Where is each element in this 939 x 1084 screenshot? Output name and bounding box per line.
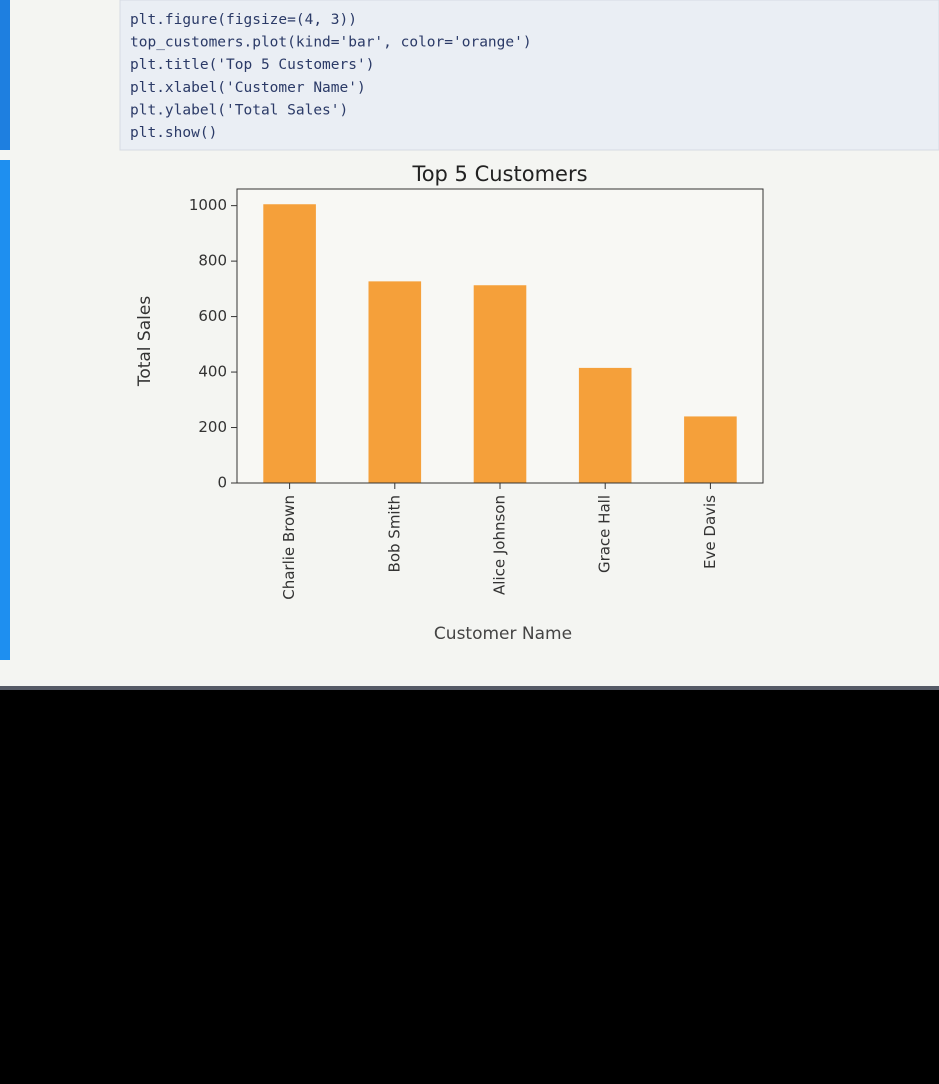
code-line: plt.xlabel('Customer Name') — [130, 80, 366, 96]
y-tick-label: 800 — [198, 252, 227, 270]
code-line: plt.title('Top 5 Customers') — [130, 57, 374, 73]
y-tick-label: 0 — [217, 474, 227, 492]
y-tick-label: 600 — [198, 307, 227, 325]
code-cell[interactable] — [119, 0, 939, 151]
bar — [578, 367, 632, 483]
bar — [368, 281, 422, 483]
cell-marker — [0, 0, 10, 150]
x-tick-label: Eve Davis — [701, 495, 719, 569]
x-tick-label: Bob Smith — [385, 495, 403, 572]
bar — [473, 285, 527, 483]
code-line: top_customers.plot(kind='bar', color='or… — [130, 35, 532, 51]
bar — [263, 204, 316, 484]
y-tick-label: 1000 — [189, 196, 227, 214]
output-marker — [0, 160, 10, 660]
axes-frame — [236, 188, 764, 484]
y-axis-label: Total Sales — [135, 296, 155, 387]
x-tick-label: Grace Hall — [596, 495, 614, 573]
x-tick-label: Charlie Brown — [280, 495, 298, 600]
bar — [684, 416, 737, 483]
x-axis-label: Customer Name — [434, 624, 572, 644]
chart-title: Top 5 Customers — [411, 162, 587, 186]
code-line: plt.figure(figsize=(4, 3)) — [130, 12, 357, 28]
code-line: plt.show() — [130, 125, 217, 141]
x-tick-label: Alice Johnson — [491, 495, 509, 595]
y-tick-label: 200 — [198, 418, 227, 436]
code-line: plt.ylabel('Total Sales') — [130, 102, 348, 118]
y-tick-label: 400 — [198, 363, 227, 381]
screen-edge — [0, 686, 939, 690]
